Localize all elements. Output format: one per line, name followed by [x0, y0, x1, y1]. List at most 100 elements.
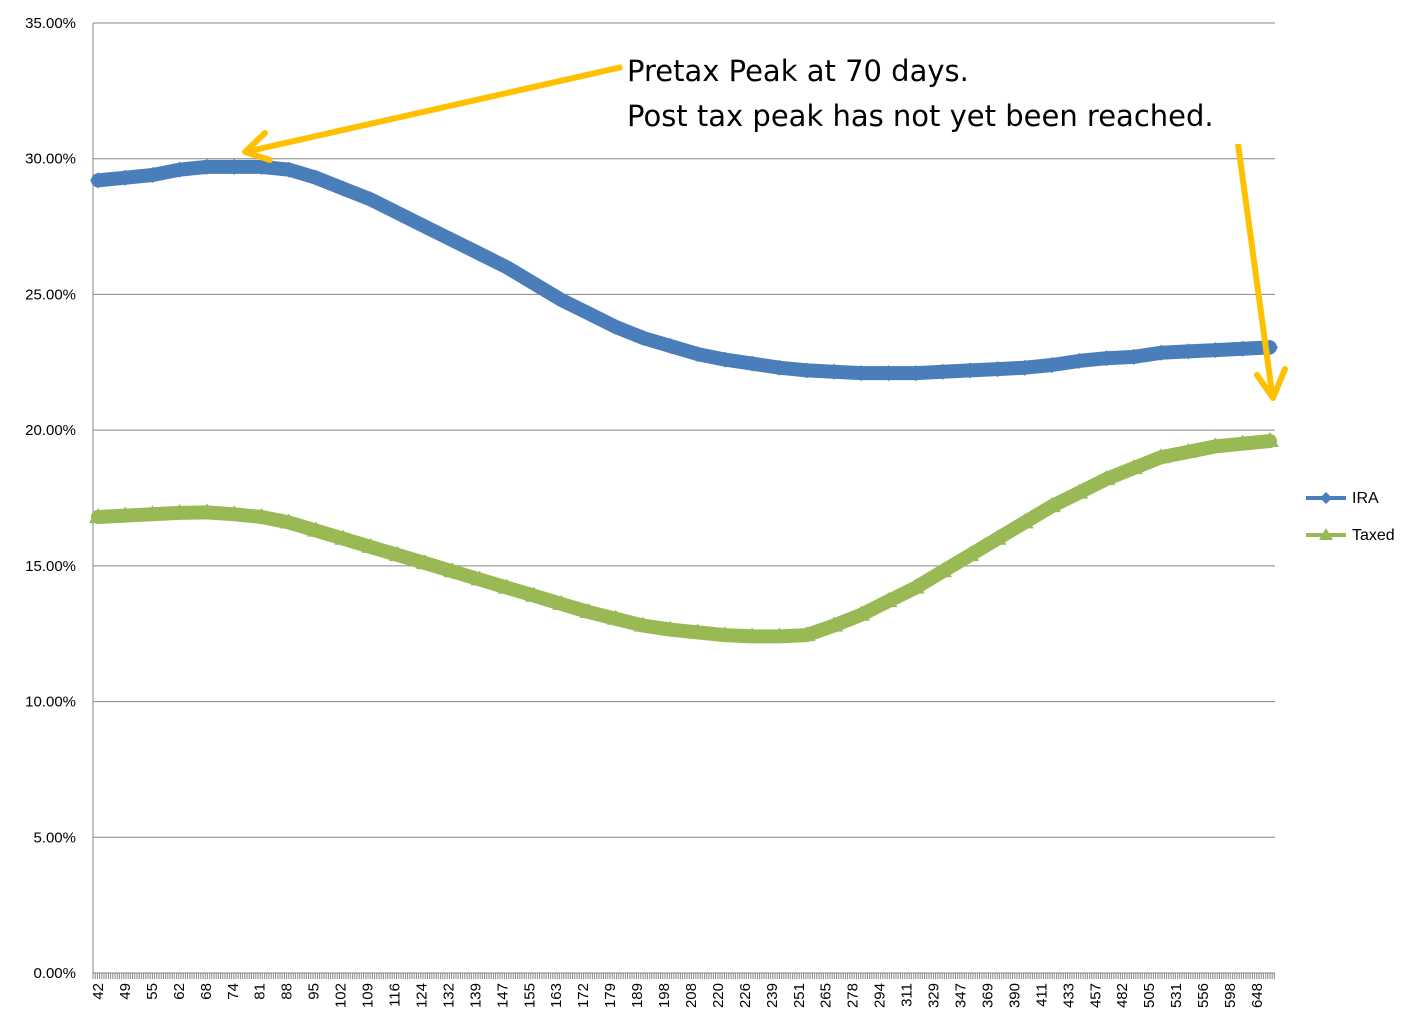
x-tick-label: 155: [521, 983, 538, 1008]
x-tick-label: 95: [306, 983, 323, 1000]
annotation-post-tax-peak: Post tax peak has not yet been reached.: [627, 99, 1214, 133]
x-axis: 42 49 55 62 68 74 81 88 95 102 109 116 124 132 139 147 1…: [90, 23, 1275, 1008]
data-point: [1097, 470, 1116, 485]
y-tick-label: 0.00%: [33, 965, 76, 982]
data-point: [143, 505, 162, 521]
data-point: [606, 609, 625, 625]
x-tick-label: 648: [1249, 983, 1266, 1008]
data-point: [797, 626, 816, 642]
series-lines: [89, 158, 1279, 644]
data-point: [361, 537, 380, 553]
data-point: [443, 562, 462, 578]
data-point: [1180, 343, 1197, 360]
data-point: [662, 338, 679, 354]
series-line-taxed: [91, 434, 1277, 644]
data-point: [1042, 497, 1061, 513]
data-point: [171, 161, 188, 178]
data-point: [362, 191, 379, 208]
x-tick-label: 116: [386, 983, 403, 1007]
y-axis-ticks: 0.00% 5.00% 10.00% 15.00% 20.00% 25.00% 30.00%…: [25, 15, 76, 982]
data-point: [1261, 432, 1279, 447]
data-point: [388, 546, 407, 561]
x-tick-label: 505: [1141, 983, 1158, 1008]
y-tick-label: 15.00%: [25, 558, 76, 575]
data-point: [253, 158, 270, 175]
arrow-shaft-pretax: [249, 64, 623, 154]
x-tick-label: 208: [683, 983, 700, 1008]
data-point: [552, 594, 571, 610]
x-tick-label: 251: [791, 983, 808, 1008]
x-tick-label: 102: [333, 983, 350, 1008]
series-line-ira: [91, 159, 1277, 381]
data-point: [1125, 348, 1142, 365]
data-point: [225, 505, 244, 521]
y-tick-label: 25.00%: [25, 286, 76, 303]
data-point: [988, 529, 1007, 545]
annotation-pretax-peak: Pretax Peak at 70 days.: [627, 54, 969, 88]
data-point: [907, 365, 924, 382]
data-point: [1233, 434, 1252, 450]
x-tick-label: 179: [602, 983, 619, 1008]
data-point: [444, 232, 461, 249]
x-tick-label: 265: [818, 983, 835, 1008]
data-point: [307, 521, 326, 537]
data-point: [553, 291, 570, 308]
x-tick-label: 124: [413, 983, 430, 1008]
x-tick-label: 189: [629, 983, 646, 1008]
legend-marker: [1319, 528, 1333, 540]
x-tick-label: 278: [845, 983, 862, 1008]
data-point: [824, 616, 843, 632]
x-tick-label: 390: [1006, 983, 1023, 1008]
x-tick-label: 294: [872, 983, 889, 1008]
data-point: [1124, 459, 1143, 475]
legend-marker: [1320, 492, 1332, 504]
data-point: [470, 570, 489, 586]
data-point: [715, 626, 734, 642]
data-point: [308, 169, 325, 186]
data-point: [880, 365, 897, 382]
data-point: [688, 623, 707, 639]
data-point: [1179, 442, 1198, 458]
legend-label-taxed: Taxed: [1352, 527, 1395, 544]
data-point: [1207, 342, 1224, 359]
data-point: [933, 562, 952, 578]
data-point: [1206, 437, 1225, 453]
arrow-head-posttax: [1254, 366, 1288, 401]
data-point: [1098, 350, 1115, 367]
data-point: [743, 627, 762, 643]
x-tick-label: 482: [1114, 983, 1131, 1008]
arrow-shaft-posttax: [1235, 143, 1275, 394]
gridlines: [93, 22, 1275, 838]
data-point: [417, 218, 434, 235]
data-point: [170, 503, 189, 519]
data-point: [579, 603, 598, 618]
x-tick-label: 531: [1168, 983, 1185, 1008]
data-point: [906, 578, 925, 594]
x-tick-label: 132: [440, 983, 457, 1008]
data-point: [525, 586, 544, 602]
data-point: [252, 508, 271, 523]
data-point: [1016, 359, 1033, 376]
data-point: [989, 361, 1006, 378]
x-tick-label: 226: [737, 983, 754, 1008]
y-tick-label: 20.00%: [25, 422, 76, 439]
x-tick-label: 369: [979, 983, 996, 1008]
data-point: [689, 346, 706, 363]
data-point: [1152, 344, 1169, 361]
data-point: [1071, 352, 1088, 369]
data-point: [635, 329, 652, 346]
legend-label-ira: IRA: [1352, 490, 1379, 507]
data-point: [852, 605, 871, 621]
data-point: [334, 529, 353, 545]
x-tick-label: 220: [710, 983, 727, 1008]
x-tick-label: 147: [494, 983, 511, 1008]
data-point: [198, 503, 217, 519]
x-tick-label: 411: [1033, 983, 1050, 1007]
data-point: [853, 365, 870, 382]
data-point: [1015, 513, 1034, 529]
x-tick-label: 163: [548, 983, 565, 1008]
data-point: [716, 351, 733, 368]
data-point: [934, 363, 951, 380]
x-tick-label: 329: [926, 983, 943, 1008]
data-point: [798, 362, 815, 379]
